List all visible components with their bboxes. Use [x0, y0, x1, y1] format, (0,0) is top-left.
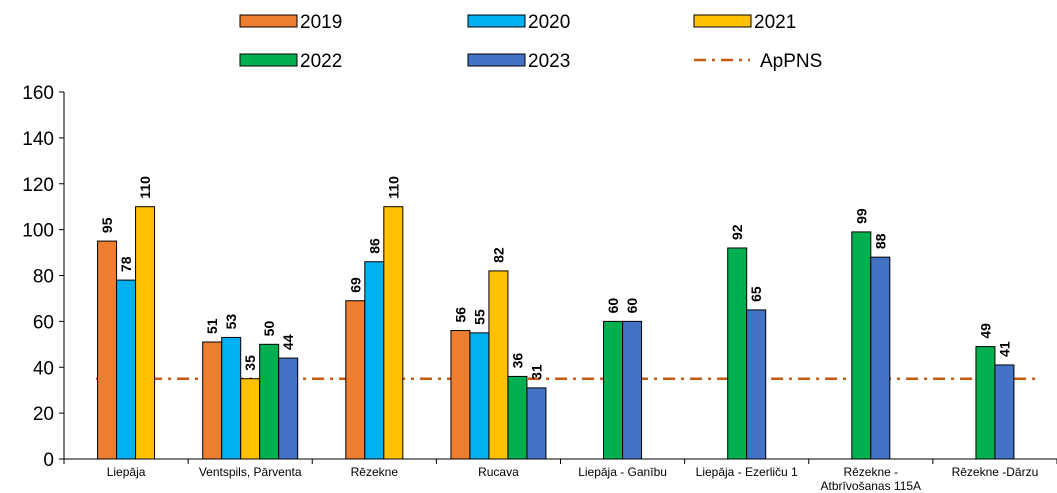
legend-label: 2022	[300, 51, 342, 72]
data-label: 65	[748, 286, 764, 302]
data-label: 56	[452, 307, 468, 323]
x-category-label: Atbrīvošanas 115A	[821, 479, 922, 493]
y-tick-label: 0	[43, 450, 54, 471]
bar-2022	[975, 346, 996, 460]
bar-2022	[727, 247, 748, 460]
y-tick-label: 80	[33, 267, 54, 288]
y-axis: 0 20 40 60 80 100 120 140 160	[22, 83, 65, 471]
legend-swatch-2019	[239, 14, 298, 28]
data-label: 95	[99, 217, 115, 233]
chart-legend: 2019 2020 2021 2022 2023 ApPNS	[239, 12, 822, 72]
y-tick-label: 100	[22, 221, 54, 242]
data-label: 110	[137, 176, 153, 199]
bar-2022	[507, 375, 528, 460]
bar-2023	[746, 309, 767, 460]
data-label: 44	[280, 334, 296, 350]
x-category-label: Rēzekne -	[843, 465, 898, 479]
y-tick-label: 120	[22, 175, 54, 196]
x-category-label: Liepāja	[107, 465, 146, 479]
bar-2019	[202, 341, 223, 460]
data-label: 36	[509, 353, 525, 369]
data-label: 82	[490, 247, 506, 263]
x-category-label: Liepāja - Ganību	[578, 465, 667, 479]
bar-2019	[97, 240, 118, 460]
bar-2021	[488, 270, 509, 460]
bar-2020	[221, 336, 242, 460]
data-label: 50	[261, 321, 277, 337]
data-label: 88	[872, 233, 888, 249]
data-label: 78	[118, 256, 134, 272]
y-tick-label: 60	[33, 312, 54, 333]
x-axis: Liepāja Ventspils, Pārventa Rēzekne Rucava L…	[63, 458, 1057, 493]
y-tick-label: 40	[33, 358, 54, 379]
y-tick-label: 140	[22, 129, 54, 150]
bar-2021	[135, 206, 156, 460]
legend-label: 2019	[300, 12, 342, 33]
data-label: 60	[605, 298, 621, 314]
data-label: 51	[204, 318, 220, 334]
bar-2023	[278, 357, 299, 460]
x-category-label: Rēzekne -Dārzu	[952, 465, 1039, 479]
bar-2020	[469, 332, 490, 460]
bar-2019	[345, 300, 366, 460]
bar-2020	[116, 279, 137, 460]
legend-swatch-2022	[239, 53, 298, 67]
data-label: 92	[729, 224, 745, 240]
legend-label: ApPNS	[760, 51, 822, 72]
y-tick-label: 20	[33, 404, 54, 425]
data-label: 41	[996, 341, 1012, 357]
data-label: 60	[624, 298, 640, 314]
x-category-label: Rēzekne	[351, 465, 399, 479]
data-label: 69	[347, 277, 363, 293]
data-label: 110	[385, 176, 401, 199]
x-category-label: Ventspils, Pārventa	[199, 465, 302, 479]
x-category-label: Rucava	[478, 465, 519, 479]
bar-2023	[870, 256, 891, 460]
legend-label: 2021	[754, 12, 796, 33]
bar-2022	[851, 231, 872, 460]
y-tick-label: 160	[22, 83, 54, 104]
data-label: 55	[471, 309, 487, 325]
data-label: 86	[366, 238, 382, 254]
legend-swatch-2020	[467, 14, 526, 28]
x-category-label: Liepāja - Ezerliču 1	[696, 465, 798, 479]
bar-2021	[383, 206, 404, 460]
data-label: 53	[223, 314, 239, 330]
bar-2019	[450, 330, 471, 460]
data-label: 99	[853, 208, 869, 224]
bar-2021	[240, 378, 261, 460]
bar-2020	[364, 261, 385, 460]
data-label: 35	[242, 355, 258, 371]
data-label: 31	[528, 364, 544, 380]
legend-label: 2020	[528, 12, 570, 33]
data-label: 49	[977, 323, 993, 339]
legend-swatch-2023	[467, 53, 526, 67]
bar-2023	[622, 320, 643, 460]
legend-label: 2023	[528, 51, 570, 72]
legend-swatch-2021	[693, 14, 752, 28]
bar-2022	[603, 320, 624, 460]
bar-2023	[994, 364, 1015, 460]
bar-2022	[259, 343, 280, 460]
bar-2023	[526, 387, 547, 460]
